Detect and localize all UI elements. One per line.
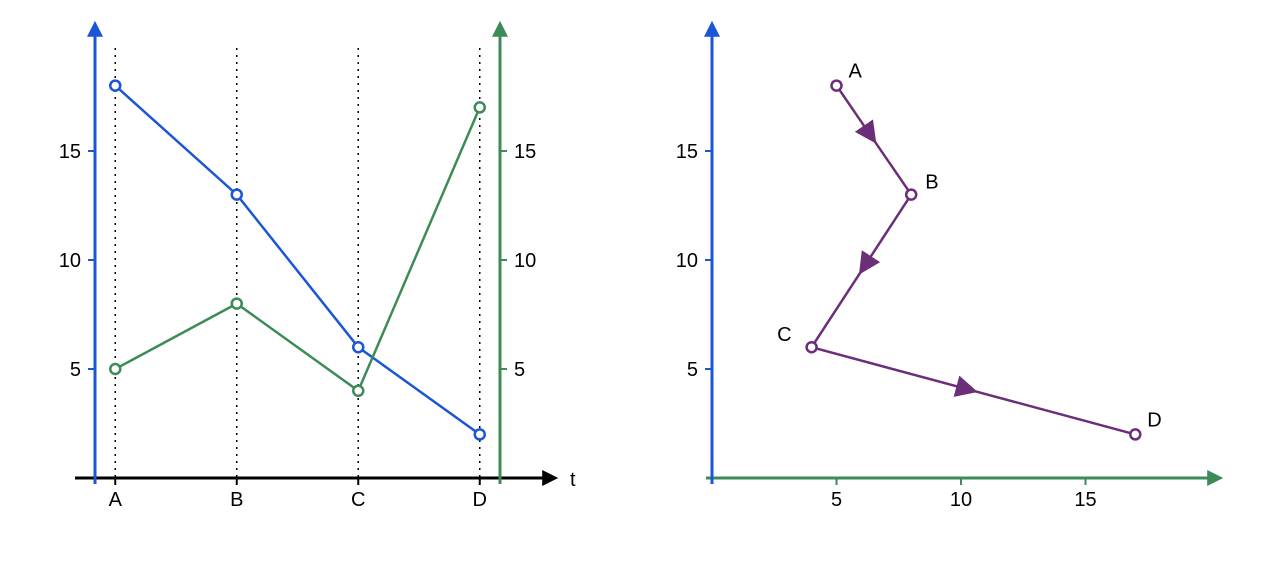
xtick-label: A <box>109 489 123 511</box>
series-line-green_series <box>115 107 480 390</box>
path-segment <box>861 195 911 271</box>
ytick-left-label: 10 <box>59 250 81 272</box>
path-point-label: B <box>925 172 938 194</box>
path-segment <box>837 86 874 141</box>
series-marker-blue_series <box>353 342 363 352</box>
ytick-right-label: 10 <box>514 250 536 272</box>
path-segment <box>874 140 911 195</box>
series-marker-green_series <box>353 386 363 396</box>
xtick-label: B <box>230 489 243 511</box>
path-marker <box>906 190 916 200</box>
xtick-label: 15 <box>1074 489 1096 511</box>
path-point-label: A <box>849 61 863 83</box>
xtick-label: C <box>351 489 365 511</box>
chart-svg: t 5 10 15 5 10 15 A B C D 5 10 15 5 10 15 A B C D <box>0 0 1266 564</box>
ytick-left-label: 5 <box>70 359 81 381</box>
path-segment <box>812 271 862 347</box>
ytick-left-label: 15 <box>59 141 81 163</box>
series-line-blue_series <box>115 86 480 435</box>
ytick-right-label: 15 <box>514 141 536 163</box>
ytick-right-label: 5 <box>514 359 525 381</box>
ytick-label: 10 <box>676 250 698 272</box>
x-axis-label: t <box>570 469 576 491</box>
series-marker-blue_series <box>475 429 485 439</box>
ytick-label: 5 <box>687 359 698 381</box>
ytick-label: 15 <box>676 141 698 163</box>
path-segment <box>812 347 974 391</box>
path-marker <box>832 81 842 91</box>
series-marker-blue_series <box>110 81 120 91</box>
xtick-label: D <box>473 489 487 511</box>
path-marker <box>1130 429 1140 439</box>
path-segment <box>973 391 1135 435</box>
series-marker-green_series <box>232 299 242 309</box>
canvas: t 5 10 15 5 10 15 A B C D 5 10 15 5 10 15 A B C D <box>0 0 1266 564</box>
path-marker <box>807 342 817 352</box>
series-marker-blue_series <box>232 190 242 200</box>
xtick-label: 10 <box>950 489 972 511</box>
xtick-label: 5 <box>831 489 842 511</box>
series-marker-green_series <box>475 102 485 112</box>
series-marker-green_series <box>110 364 120 374</box>
path-point-label: D <box>1147 409 1161 431</box>
path-point-label: C <box>777 324 791 346</box>
